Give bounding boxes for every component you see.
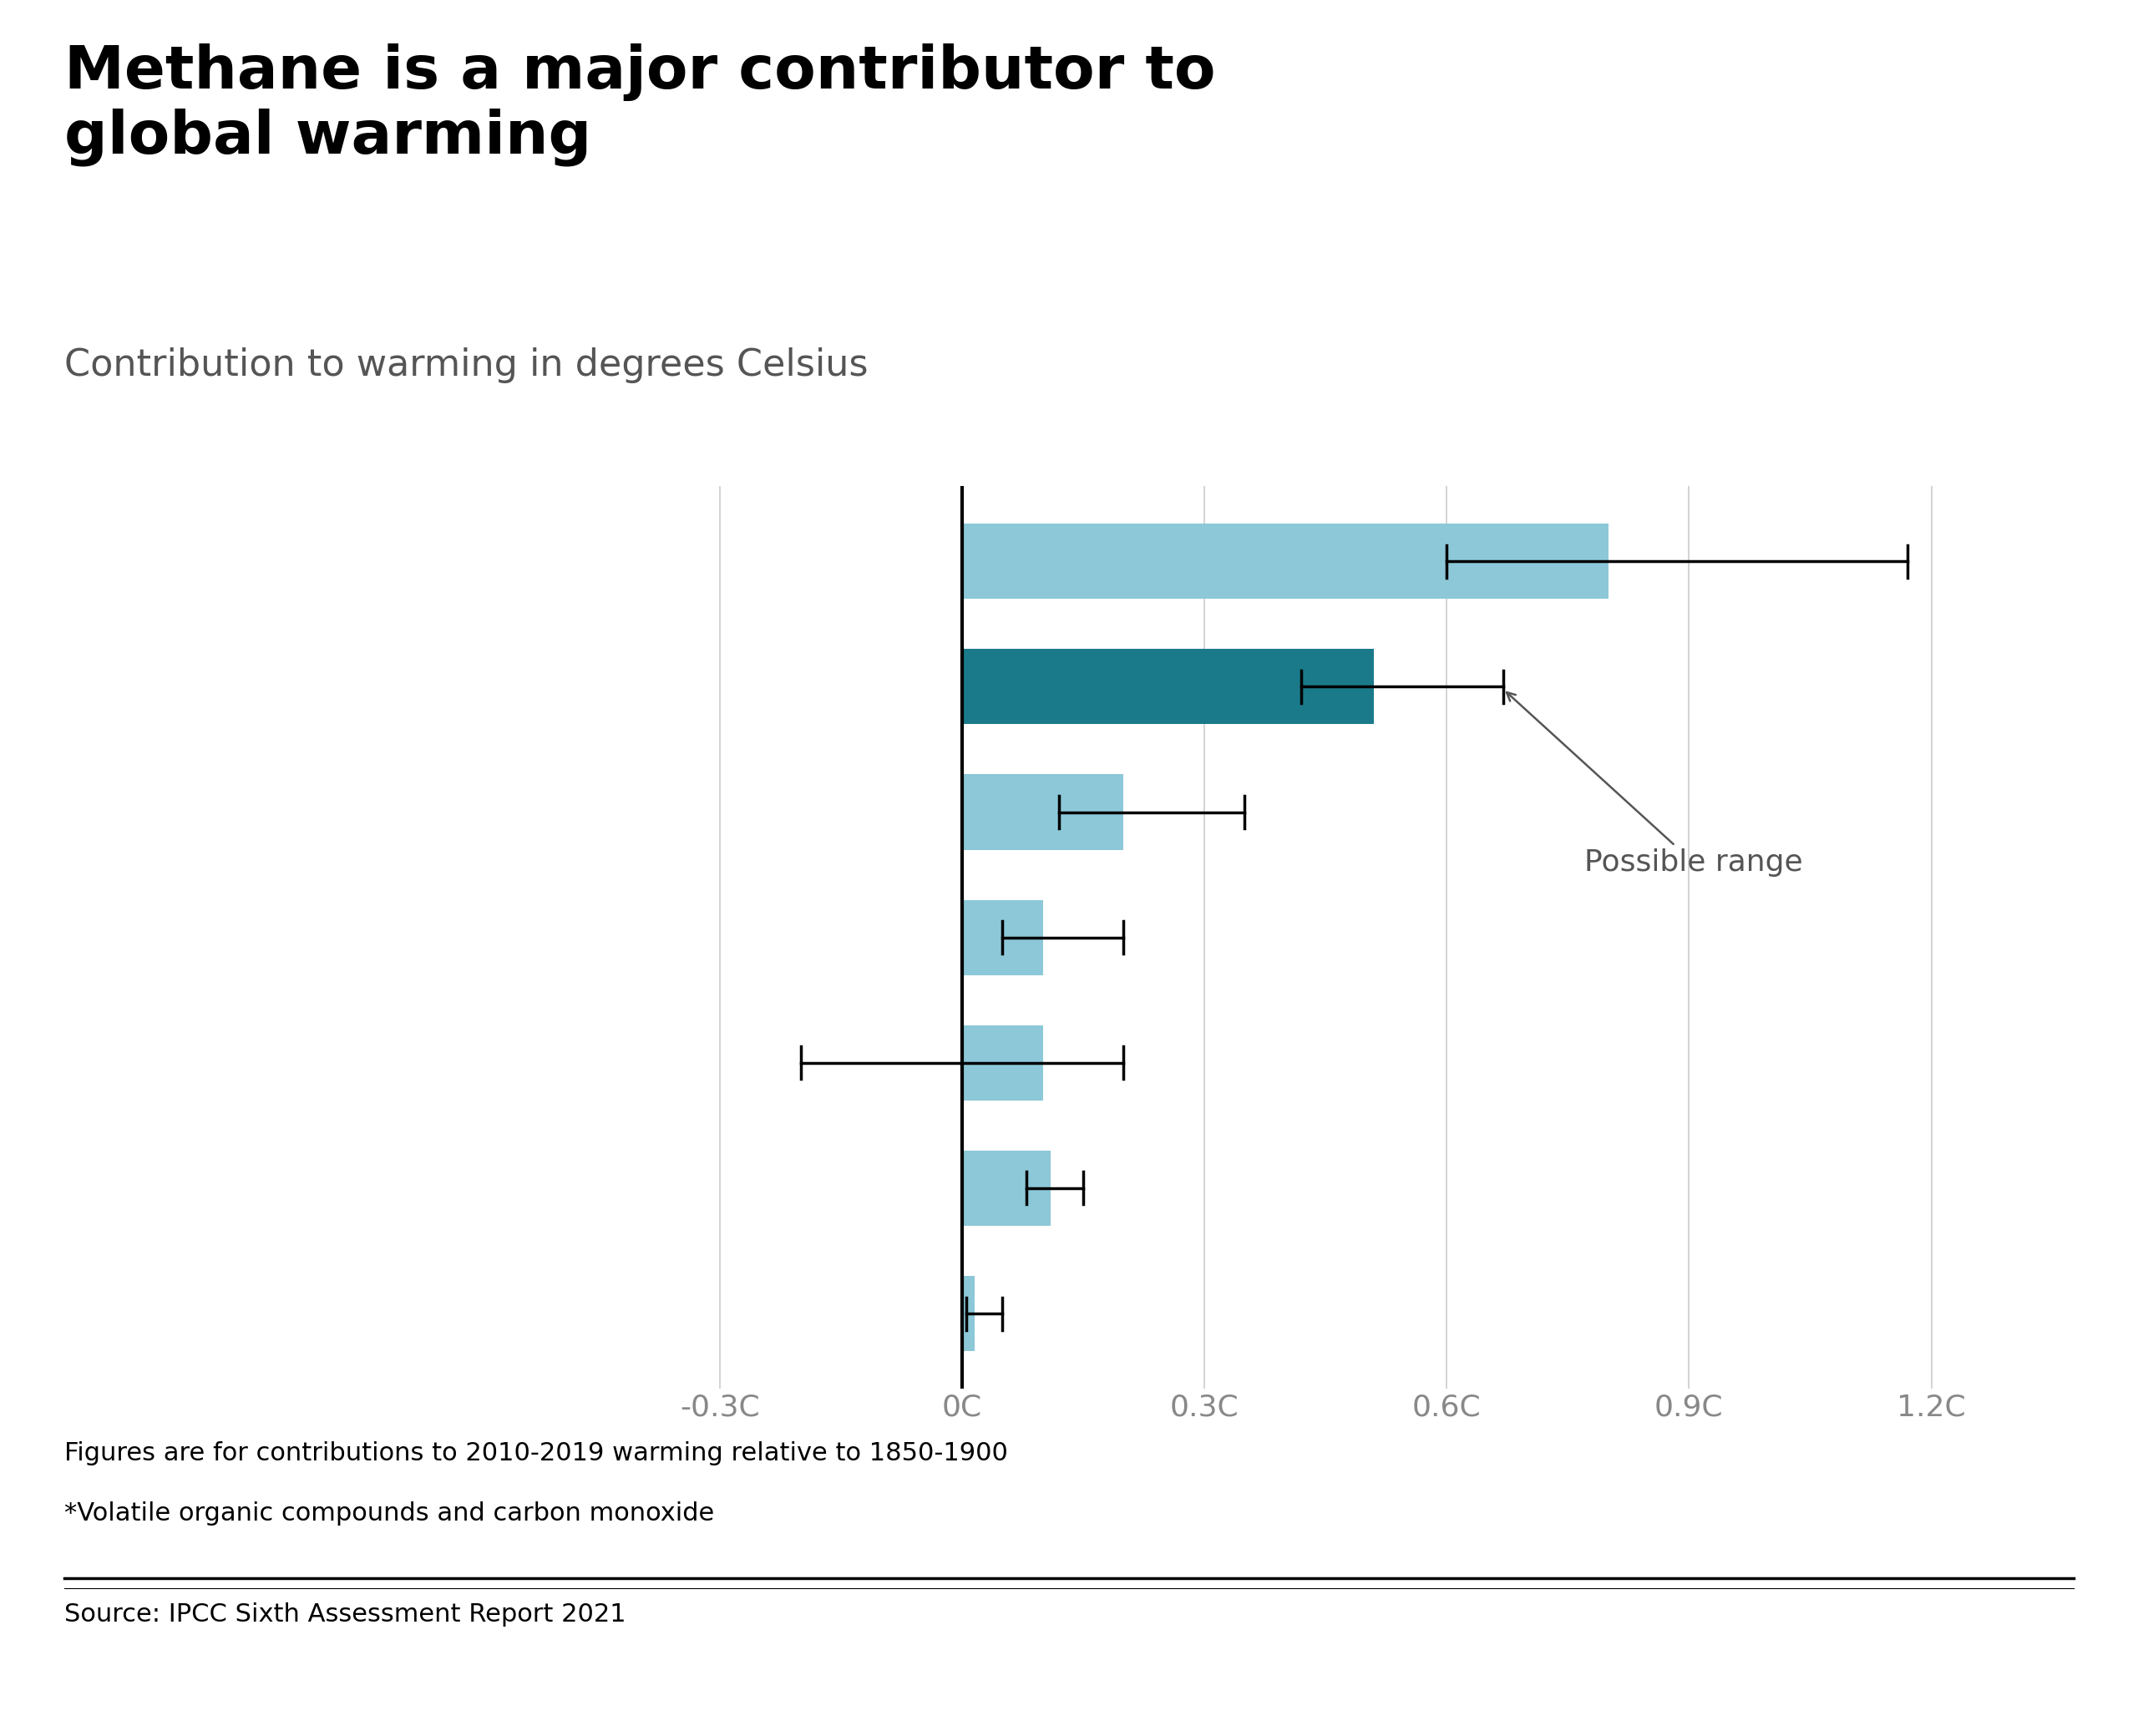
Text: B: B bbox=[1933, 1661, 1954, 1686]
Bar bbox=[962, 524, 1608, 599]
Text: C: C bbox=[2070, 1661, 2091, 1686]
Bar bbox=[962, 649, 1375, 724]
Bar bbox=[962, 1151, 1052, 1226]
Text: *Volatile organic compounds and carbon monoxide: *Volatile organic compounds and carbon m… bbox=[64, 1502, 714, 1526]
Text: Figures are for contributions to 2010-2019 warming relative to 1850-1900: Figures are for contributions to 2010-20… bbox=[64, 1441, 1007, 1465]
Bar bbox=[962, 1026, 1043, 1101]
Text: Possible range: Possible range bbox=[1507, 693, 1802, 877]
Bar bbox=[962, 774, 1125, 849]
Text: Methane is a major contributor to
global warming: Methane is a major contributor to global… bbox=[64, 43, 1214, 167]
Text: Contribution to warming in degrees Celsius: Contribution to warming in degrees Celsi… bbox=[64, 347, 868, 384]
Text: Source: IPCC Sixth Assessment Report 2021: Source: IPCC Sixth Assessment Report 202… bbox=[64, 1602, 626, 1627]
Bar bbox=[962, 1276, 975, 1351]
Bar bbox=[962, 899, 1043, 976]
Text: B: B bbox=[2001, 1661, 2023, 1686]
